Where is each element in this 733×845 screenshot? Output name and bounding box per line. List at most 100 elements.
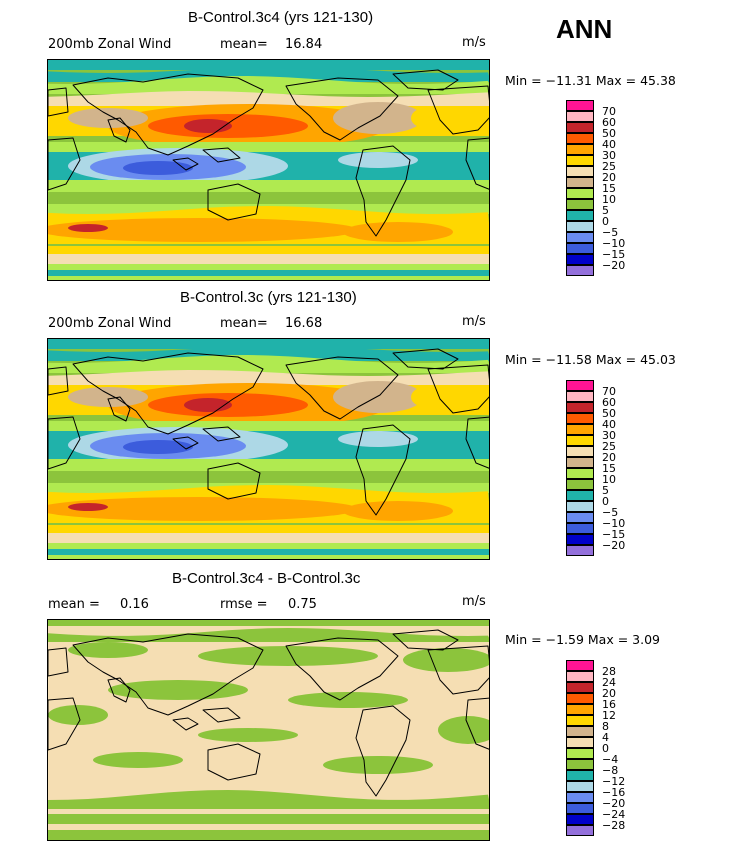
wind-field-map: [48, 339, 489, 559]
legend-label: 15: [602, 462, 616, 475]
continent-outline-icon: [355, 424, 411, 516]
legend-label: −20: [602, 539, 626, 552]
continent-outline-icon: [172, 436, 199, 450]
legend-swatch: [566, 792, 594, 803]
legend-label: −5: [602, 506, 619, 519]
continent-outline-icon: [465, 416, 489, 469]
legend-label: −4: [602, 753, 619, 766]
legend-swatch: [566, 122, 594, 133]
legend-label: −20: [602, 259, 626, 272]
legend-swatch: [566, 380, 594, 391]
continent-outline-icon: [107, 117, 131, 143]
mean-value: 0.16: [120, 597, 149, 612]
legend-label: 70: [602, 385, 616, 398]
continent-outline-icon: [355, 145, 411, 237]
legend-label: 0: [602, 495, 609, 508]
legend-swatch: [566, 199, 594, 210]
legend-label: 12: [602, 709, 616, 722]
legend-swatch: [566, 523, 594, 534]
continent-outline-icon: [72, 352, 264, 435]
continent-outline-icon: [72, 633, 264, 716]
legend-swatch: [566, 232, 594, 243]
legend-swatch: [566, 512, 594, 523]
legend-swatch: [566, 759, 594, 770]
continent-outline-icon: [392, 348, 459, 370]
field-label: 200mb Zonal Wind: [48, 37, 172, 52]
legend-swatch: [566, 166, 594, 177]
legend-swatch: [566, 144, 594, 155]
legend-label: 25: [602, 440, 616, 453]
legend-label: 50: [602, 127, 616, 140]
legend-swatch: [566, 814, 594, 825]
continent-outline-icon: [207, 743, 261, 781]
legend-swatch: [566, 682, 594, 693]
legend-swatch: [566, 402, 594, 413]
continent-outline-icon: [465, 697, 489, 750]
legend-label: 24: [602, 676, 616, 689]
legend-swatch: [566, 435, 594, 446]
map-panel-2: [47, 338, 490, 560]
legend-label: −28: [602, 819, 626, 832]
continent-outline-icon: [392, 69, 459, 91]
legend-label: −8: [602, 764, 619, 777]
mean-value: 16.84: [285, 37, 323, 52]
continent-outline-icon: [172, 717, 199, 731]
continent-outline-icon: [427, 645, 489, 695]
continent-outline-icon: [355, 705, 411, 797]
legend-swatch: [566, 490, 594, 501]
continent-outline-icon: [207, 183, 261, 221]
units-label: m/s: [462, 35, 486, 50]
season-label: ANN: [556, 14, 613, 44]
continent-outline-icon: [48, 647, 69, 677]
continent-outline-icon: [207, 462, 261, 500]
legend-label: 4: [602, 731, 609, 744]
continent-outline-icon: [285, 77, 399, 141]
rmse-label: rmse =: [220, 597, 268, 612]
legend-swatch: [566, 111, 594, 122]
legend-label: 16: [602, 698, 616, 711]
continent-outline-icon: [392, 629, 459, 651]
legend-label: 15: [602, 182, 616, 195]
legend-swatch: [566, 100, 594, 111]
continent-outline-icon: [202, 707, 241, 723]
continent-outline-icon: [48, 697, 81, 751]
legend-swatch: [566, 781, 594, 792]
legend-swatch: [566, 254, 594, 265]
panel-title: B-Control.3c4 (yrs 121-130): [188, 9, 374, 26]
legend-swatch: [566, 737, 594, 748]
legend-label: 10: [602, 193, 616, 206]
legend-label: 60: [602, 116, 616, 129]
legend-label: 50: [602, 407, 616, 420]
legend-label: −20: [602, 797, 626, 810]
legend-swatch: [566, 243, 594, 254]
legend-swatch: [566, 534, 594, 545]
panel-title: B-Control.3c (yrs 121-130): [180, 289, 357, 306]
legend-swatch: [566, 424, 594, 435]
legend-swatch: [566, 177, 594, 188]
legend-swatch: [566, 545, 594, 556]
legend-swatch: [566, 726, 594, 737]
legend-label: 10: [602, 473, 616, 486]
continent-outline-icon: [72, 73, 264, 156]
legend-swatch: [566, 660, 594, 671]
legend-swatch: [566, 210, 594, 221]
legend-label: 20: [602, 687, 616, 700]
continent-outline-icon: [285, 356, 399, 420]
legend-label: −12: [602, 775, 626, 788]
continent-outline-icon: [48, 87, 69, 117]
continent-outline-icon: [427, 364, 489, 414]
legend-swatch: [566, 188, 594, 199]
legend-label: 8: [602, 720, 609, 733]
legend-swatch: [566, 391, 594, 402]
legend-label: 5: [602, 204, 609, 217]
min-max-label: Min = −11.31 Max = 45.38: [505, 73, 676, 88]
legend-swatch: [566, 265, 594, 276]
legend-swatch: [566, 468, 594, 479]
legend-swatch: [566, 155, 594, 166]
min-max-label: Min = −1.59 Max = 3.09: [505, 632, 660, 647]
legend-label: 0: [602, 742, 609, 755]
mean-value: 16.68: [285, 316, 323, 331]
rmse-value: 0.75: [288, 597, 317, 612]
wind-difference-map: [48, 620, 489, 840]
legend-swatch: [566, 825, 594, 836]
